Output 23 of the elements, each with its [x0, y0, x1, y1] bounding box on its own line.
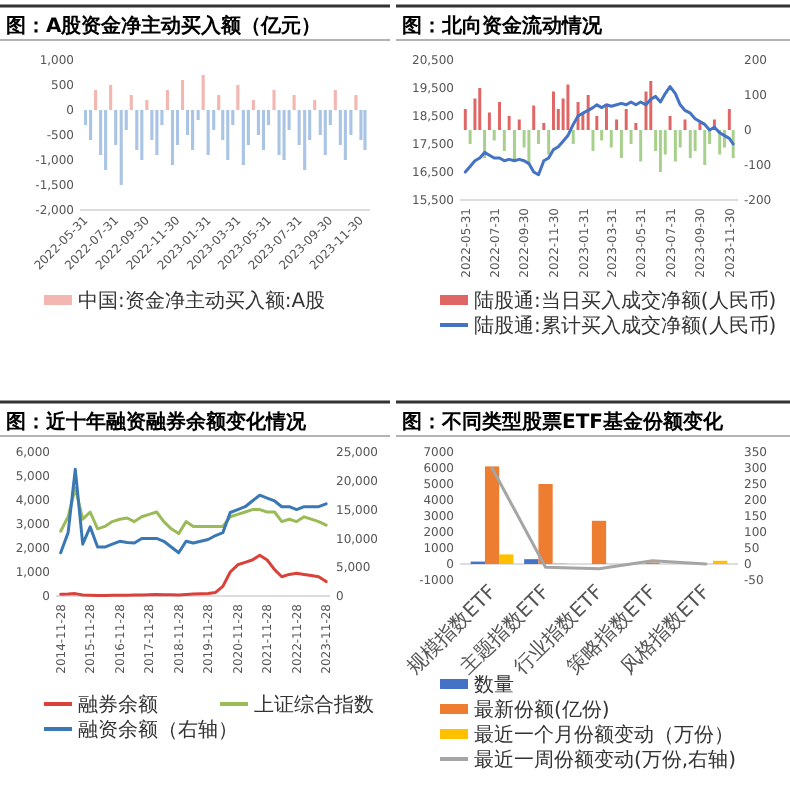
- bar: [591, 520, 607, 564]
- legend-label: 数量: [474, 675, 514, 697]
- legend-label: 最近一周份额变动(万份,右轴): [474, 748, 737, 772]
- line-series: [59, 553, 328, 597]
- chart-title: 图：近十年融资融券余额变化情况: [6, 410, 308, 434]
- chart-title: 图：不同类型股票ETF基金份额变化: [402, 410, 725, 434]
- legend-label: 中国:资金净主动买入额:A股: [78, 289, 326, 313]
- bar: [484, 466, 500, 564]
- legend-label: 最新份额(亿份): [474, 698, 610, 722]
- chart-title: 图：北向资金流动情况: [402, 14, 604, 38]
- bar: [499, 554, 514, 564]
- legend-label: 陆股通:当日买入成交净额(人民币): [474, 289, 777, 313]
- line-series: [463, 85, 735, 177]
- legend-label: 融资余额（右轴）: [78, 718, 238, 742]
- chart-title: 图：A股资金净主动买入额（亿元）: [6, 14, 322, 38]
- legend-label: 陆股通:累计买入成交净额(人民币): [474, 314, 777, 338]
- line-series: [490, 466, 708, 571]
- line-series: [59, 486, 328, 536]
- legend-label: 最近一个月份额变动（万份）: [474, 723, 734, 747]
- bar: [538, 484, 553, 564]
- legend-label: 融券余额: [78, 693, 158, 717]
- legend-label: 上证综合指数: [254, 693, 374, 717]
- line-series: [59, 467, 328, 555]
